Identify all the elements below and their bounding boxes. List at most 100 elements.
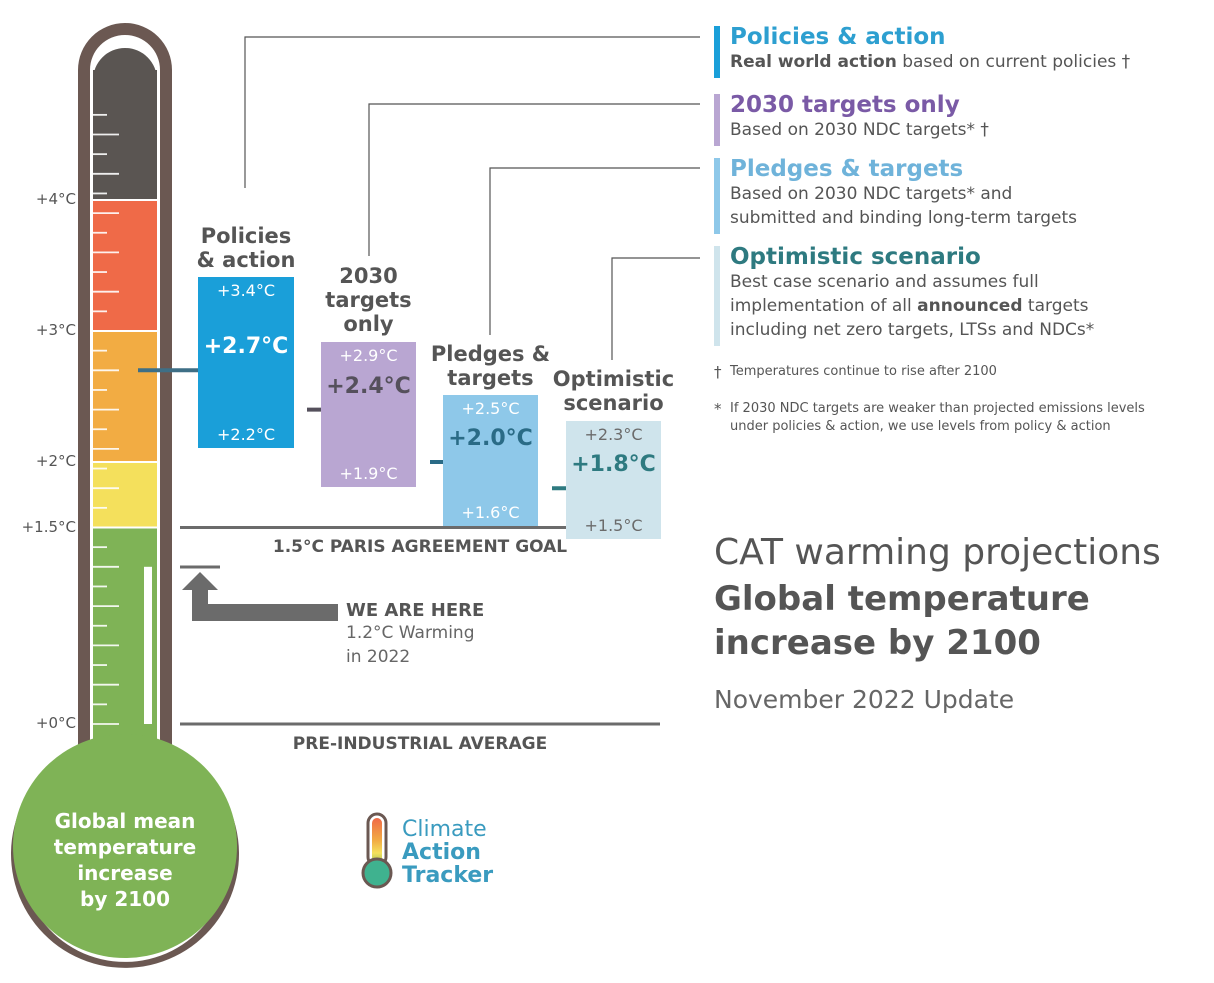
footnote-line: Temperatures continue to rise after 2100: [730, 364, 997, 379]
scenario-bar: +2.3°C +1.5°C +1.8°C: [566, 420, 661, 540]
we-are-here-arrow: [182, 572, 338, 621]
footnote-mark: †: [714, 363, 722, 381]
band-2-to-3: [93, 331, 157, 462]
legend-desc-bold: Real world action: [730, 52, 897, 72]
we-are-here-desc: 1.2°C Warming: [346, 623, 475, 643]
bar-high-label: +2.9°C: [339, 346, 398, 366]
legend-desc-text: targets: [1022, 296, 1089, 316]
thermometer-bulb: [13, 734, 237, 958]
legend-item: Optimistic scenario Best case scenario an…: [714, 244, 1204, 346]
bulb-label-line: Global mean: [54, 809, 196, 833]
bar-high-label: +2.3°C: [584, 424, 643, 444]
we-are-here-title: WE ARE HERE: [346, 600, 485, 621]
y-axis-tick-label: +0°C: [35, 714, 76, 732]
bulb-label: Global mean temperature increase by 2100: [30, 808, 220, 912]
connector-line: [611, 257, 700, 360]
scenario-bar: +3.4°C +2.2°C +2.7°C: [198, 276, 294, 448]
legend-desc-text: based on current policies †: [896, 52, 1131, 72]
legend-item: Pledges & targets Based on 2030 NDC targe…: [714, 156, 1204, 234]
bulb-label-line: by 2100: [80, 887, 170, 911]
chart-title: CAT warming projections: [714, 532, 1161, 573]
y-axis-tick-label: +4°C: [35, 190, 76, 208]
we-are-here-annotation: WE ARE HERE 1.2°C Warming in 2022: [346, 600, 484, 669]
footnote: † Temperatures continue to rise after 210…: [714, 363, 1204, 381]
legend-swatch: [714, 158, 720, 234]
footnote: * If 2030 NDC targets are weaker than pro…: [714, 400, 1204, 436]
band-3-to-4: [93, 200, 157, 331]
footnote-line: If 2030 NDC targets are weaker than proj…: [730, 401, 1145, 416]
bulb-label-line: temperature: [53, 835, 197, 859]
pre-industrial-label: PRE-INDUSTRIAL AVERAGE: [292, 734, 548, 754]
legend-title: Policies & action: [730, 24, 946, 50]
bar-category-label-line: Policies: [200, 224, 292, 248]
bar-category-label-line: targets: [325, 288, 412, 312]
bar-category-label-line: scenario: [563, 391, 664, 415]
legend-desc-line: Based on 2030 NDC targets* and: [730, 182, 1204, 206]
connector-line: [368, 103, 700, 256]
bar-low-label: +2.2°C: [216, 424, 276, 444]
logo-line: Action: [402, 840, 481, 865]
scenario-bar: +2.5°C +1.6°C +2.0°C: [443, 394, 538, 527]
bar-category-label-line: only: [343, 312, 394, 336]
we-are-here-desc: in 2022: [346, 647, 411, 667]
legend-desc-line: Based on 2030 NDC targets* †: [730, 118, 1204, 142]
legend-item: Policies & action Real world action based…: [714, 24, 1204, 78]
y-axis-tick-label: +2°C: [35, 452, 76, 470]
legend-desc-text: Based on 2030 NDC targets* †: [730, 120, 989, 140]
footnote-line: under policies & action, we use levels f…: [730, 419, 1111, 434]
legend-desc-text: Based on 2030 NDC targets* and: [730, 184, 1013, 204]
bar-category-label-line: Optimistic: [552, 367, 675, 391]
legend-title: 2030 targets only: [730, 92, 960, 118]
bulb-label-line: increase: [77, 861, 173, 885]
update-date: November 2022 Update: [714, 685, 1015, 714]
chart-subtitle-2: increase by 2100: [714, 623, 1041, 663]
bar-category-label: Optimistic scenario: [546, 367, 681, 415]
bar-category-label: 2030 targets only: [301, 264, 436, 336]
thermometer-logo-icon: [361, 812, 393, 889]
bar-low-label: +1.9°C: [339, 464, 398, 484]
bar-low-label: +1.5°C: [584, 516, 643, 536]
logo-line: Climate: [402, 817, 487, 842]
bar-low-label: +1.6°C: [461, 503, 520, 523]
legend-desc-text: Best case scenario and assumes full: [730, 272, 1039, 292]
current-level-indicator: [144, 566, 152, 724]
legend-desc-text: including net zero targets, LTSs and NDC…: [730, 320, 1095, 340]
bar-category-label-line: targets: [447, 366, 534, 390]
chart-subtitle: Global temperature: [714, 579, 1090, 619]
legend-desc-line: Real world action based on current polic…: [730, 50, 1204, 74]
bar-category-label-line: 2030: [339, 264, 398, 288]
logo-line: Tracker: [402, 863, 494, 888]
band-1_5-to-2: [93, 462, 157, 528]
bar-central-label: +2.4°C: [326, 373, 411, 399]
y-axis-tick-label: +1.5°C: [21, 517, 76, 536]
connector-line: [489, 167, 700, 335]
bar-central-label: +1.8°C: [571, 452, 656, 478]
bar-high-label: +2.5°C: [461, 398, 520, 418]
legend-swatch: [714, 246, 720, 346]
connector-line: [244, 36, 700, 188]
bar-category-label-line: & action: [196, 248, 296, 272]
bar-central-label: +2.0°C: [448, 426, 533, 451]
footnote-mark: *: [714, 400, 722, 418]
legend-title: Optimistic scenario: [730, 244, 981, 270]
legend-title: Pledges & targets: [730, 156, 964, 182]
title-block: CAT warming projections Global temperatu…: [714, 532, 1204, 714]
bar-category-label-line: Pledges &: [430, 342, 551, 366]
legend-desc-line: submitted and binding long-term targets: [730, 206, 1204, 230]
legend-desc-line: implementation of all announced targets: [730, 294, 1204, 318]
bar-category-label: Policies & action: [178, 224, 314, 272]
paris-goal-label: 1.5°C PARIS AGREEMENT GOAL: [272, 537, 568, 557]
bar-central-label: +2.7°C: [203, 334, 289, 360]
legend-swatch: [714, 26, 720, 78]
legend-item: 2030 targets only Based on 2030 NDC targe…: [714, 92, 1204, 146]
legend-desc-line: Best case scenario and assumes full: [730, 270, 1204, 294]
legend-desc-line: including net zero targets, LTSs and NDC…: [730, 318, 1204, 342]
legend-desc-text: implementation of all: [730, 296, 918, 316]
legend-swatch: [714, 94, 720, 146]
bar-category-label: Pledges & targets: [423, 342, 558, 390]
scenario-bar: +2.9°C +1.9°C +2.4°C: [321, 342, 416, 488]
legend-desc-text: submitted and binding long-term targets: [730, 208, 1077, 228]
y-axis-tick-label: +3°C: [35, 321, 76, 339]
bar-high-label: +3.4°C: [216, 280, 276, 300]
